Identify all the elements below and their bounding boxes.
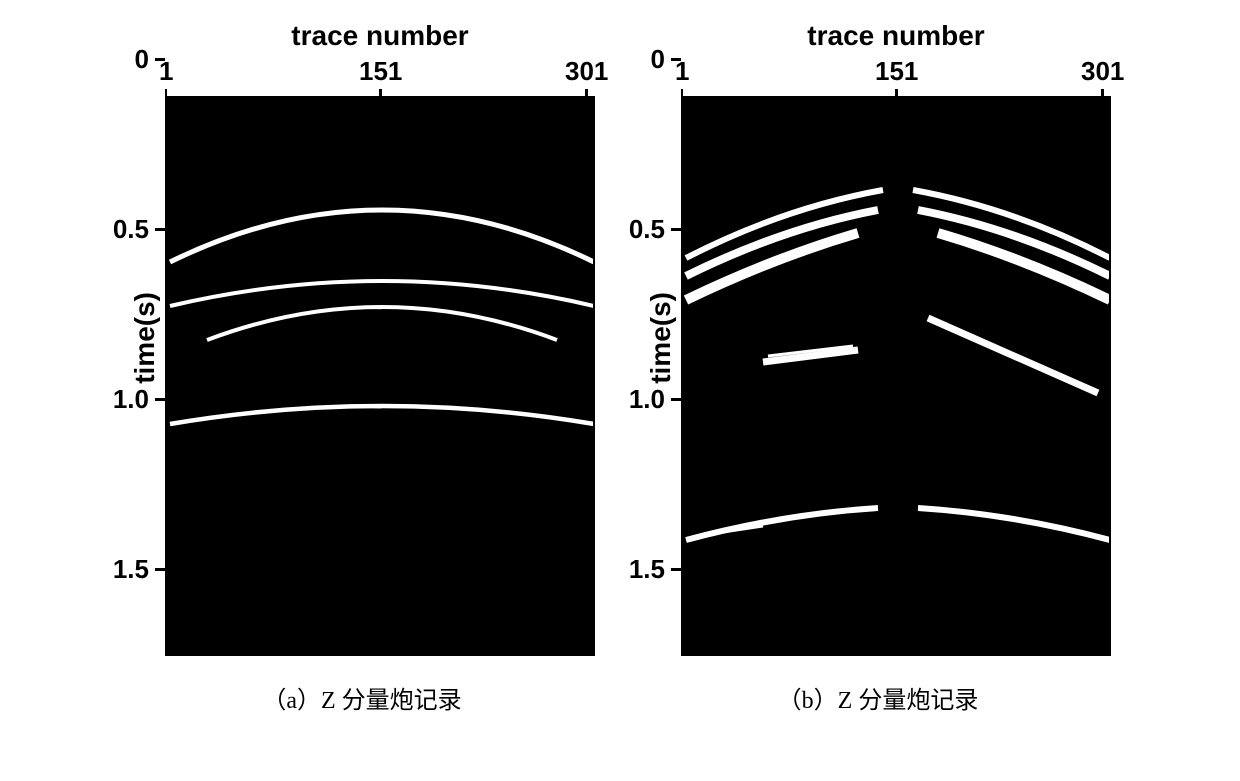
x-ticks-b: 1 151 301 (681, 56, 1111, 96)
y-axis-label-b: time(s) (645, 292, 677, 384)
seismic-svg-a (167, 98, 595, 656)
y-tick-2-b: 1.0 (629, 384, 671, 415)
x-tick-0-b: 1 (675, 56, 689, 89)
panel-a: time(s) 0 0.5 1.0 1.5 trace number 1 151… (129, 20, 595, 715)
caption-b: （b）Z 分量炮记录 (778, 680, 979, 715)
x-tick-1-a: 151 (359, 56, 402, 89)
curve-b-ur1 (913, 190, 1110, 258)
y-tick-3-b: 1.5 (629, 554, 671, 585)
y-tick-2-a: 1.0 (113, 384, 155, 415)
curve-a-2a (170, 281, 594, 306)
seismic-svg-b (683, 98, 1111, 656)
y-axis-label-a: time(s) (129, 292, 161, 384)
x-axis-b: trace number 1 151 301 (681, 20, 1111, 96)
y-tick-1-a: 0.5 (113, 214, 155, 245)
y-tick-0-a: 0 (135, 44, 155, 75)
y-tick-3-a: 1.5 (113, 554, 155, 585)
curve-b-ul1 (686, 190, 883, 258)
plot-area-a: time(s) 0 0.5 1.0 1.5 trace number 1 151… (129, 20, 595, 656)
x-axis-label-b: trace number (807, 20, 984, 52)
curve-b-ll (686, 508, 878, 540)
x-tick-1-b: 151 (875, 56, 918, 89)
y-tick-1-b: 0.5 (629, 214, 671, 245)
curve-b-mr (928, 318, 1098, 393)
panel-b: time(s) 0 0.5 1.0 1.5 trace number 1 151… (645, 20, 1111, 715)
curve-a-1 (170, 210, 594, 262)
curve-a-2 (207, 307, 557, 340)
seismic-plot-b (681, 96, 1111, 656)
y-tick-0-b: 0 (651, 44, 671, 75)
x-axis-label-a: trace number (291, 20, 468, 52)
caption-a: （a）Z 分量炮记录 (262, 680, 461, 715)
curve-b-lr (918, 508, 1110, 540)
x-ticks-a: 1 151 301 (165, 56, 595, 96)
plot-area-b: time(s) 0 0.5 1.0 1.5 trace number 1 151… (645, 20, 1111, 656)
figure-container: time(s) 0 0.5 1.0 1.5 trace number 1 151… (0, 0, 1240, 735)
x-tick-2-a: 301 (565, 56, 608, 89)
x-axis-a: trace number 1 151 301 (165, 20, 595, 96)
seismic-plot-a (165, 96, 595, 656)
x-tick-2-b: 301 (1081, 56, 1124, 89)
curve-a-3 (170, 406, 594, 424)
x-tick-0-a: 1 (159, 56, 173, 89)
